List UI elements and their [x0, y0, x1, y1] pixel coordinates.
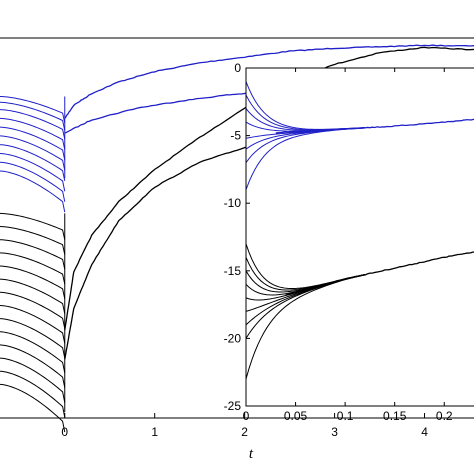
main-black-history-line — [0, 212, 66, 240]
main-blue-history-line — [0, 126, 66, 161]
inset-y-tick-label: -25 — [224, 399, 242, 413]
main-positive-t-blue-upper-line — [64, 44, 474, 119]
main-blue-history-line — [0, 95, 66, 123]
inset-chart: 0 0.05 0.1 0.15 0.2 0 -5 -10 -15 -20 -25 — [224, 61, 474, 423]
inset-x-tick-label: 0 — [243, 409, 250, 423]
main-series-lines — [0, 44, 474, 433]
inset-y-tick-label: -20 — [224, 331, 242, 345]
main-blue-history-line — [0, 170, 66, 213]
inset-y-ticks: 0 -5 -10 -15 -20 -25 — [224, 61, 250, 413]
inset-x-ticks: 0 0.05 0.1 0.15 0.2 — [243, 68, 453, 423]
main-x-tick-label: 2 — [241, 425, 248, 439]
main-blue-history-line — [0, 161, 66, 202]
inset-black-merge-line — [285, 251, 474, 296]
main-x-axis-label: t — [249, 446, 254, 462]
main-black-history-line — [0, 357, 66, 403]
inset-blue-merge-line — [275, 118, 474, 134]
inset-x-tick-label: 0.2 — [436, 409, 453, 423]
inset-y-tick-label: -10 — [224, 196, 242, 210]
main-positive-t-black-lower-line — [64, 139, 263, 360]
main-black-history-line — [0, 318, 66, 359]
main-black-history-line — [0, 265, 66, 299]
main-blue-history-line — [0, 135, 66, 171]
main-positive-t-black-upper-line — [64, 46, 474, 331]
inset-y-tick-label: -15 — [224, 264, 242, 278]
main-black-history-line — [0, 383, 66, 433]
inset-background — [246, 68, 474, 406]
main-blue-history-line — [0, 117, 66, 150]
main-black-history-line — [0, 370, 66, 418]
inset-x-tick-label: 0.1 — [337, 409, 354, 423]
main-black-history-line — [0, 239, 66, 270]
main-black-history-line — [0, 278, 66, 314]
main-black-history-line — [0, 226, 66, 255]
inset-plot-frame — [245, 67, 474, 407]
main-blue-history-line — [0, 152, 66, 192]
main-black-history-line — [0, 344, 66, 388]
inset-y-tick-label: 0 — [234, 61, 241, 75]
main-x-tick-label: 4 — [421, 425, 428, 439]
main-plot-frame — [0, 37, 474, 419]
inset-x-tick-label: 0.05 — [284, 409, 308, 423]
main-black-history-line — [0, 291, 66, 329]
main-blue-history-line — [0, 144, 66, 181]
main-blue-history-line — [0, 109, 66, 140]
main-black-history-line — [0, 304, 66, 344]
main-x-tick-label: 3 — [331, 425, 338, 439]
main-x-tick-label: 0 — [61, 425, 68, 439]
inset-x-tick-label: 0.15 — [383, 409, 407, 423]
main-positive-t-blue-lower-line — [64, 91, 263, 134]
main-chart: 0 1 2 3 4 t — [0, 37, 474, 462]
main-black-history-line — [0, 331, 66, 373]
main-black-history-line — [0, 252, 66, 285]
main-x-tick-label: 1 — [151, 425, 158, 439]
main-blue-history-line — [0, 101, 66, 131]
inset-series-lines — [245, 81, 474, 380]
inset-y-tick-label: -5 — [230, 129, 241, 143]
main-x-ticks: 0 1 2 3 4 — [61, 413, 428, 439]
